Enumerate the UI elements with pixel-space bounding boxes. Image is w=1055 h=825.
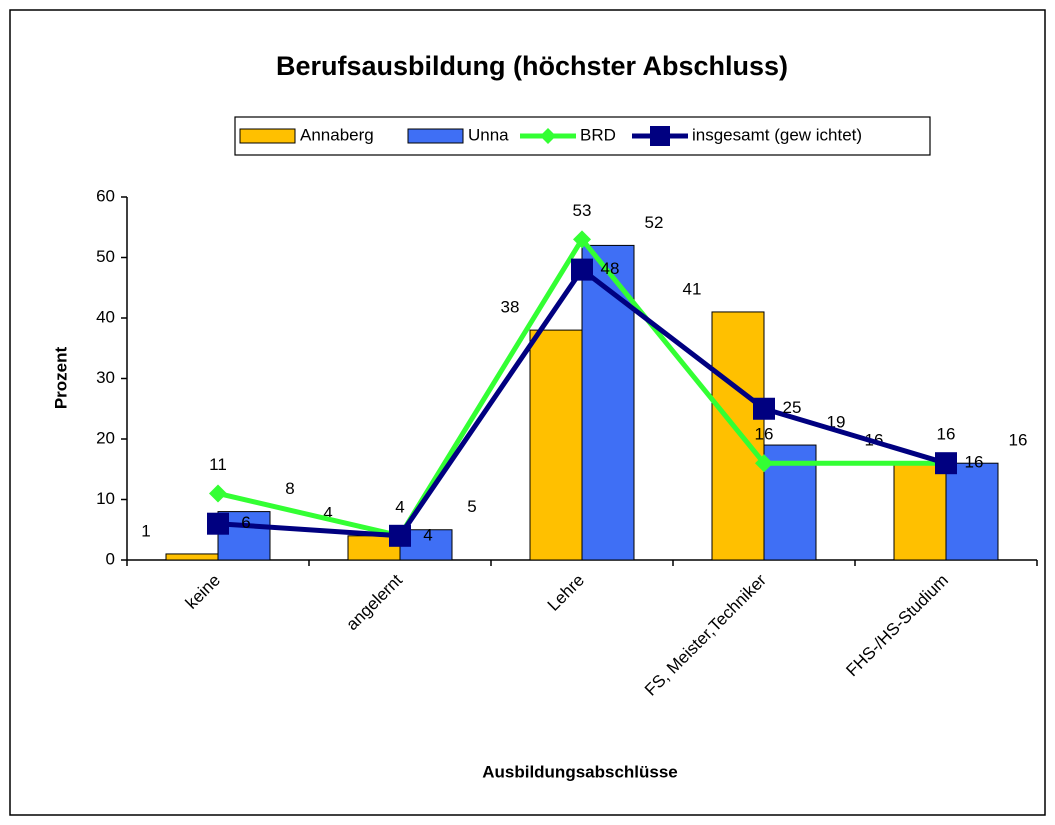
legend-marker <box>650 126 670 146</box>
legend-marker <box>540 128 556 144</box>
marker <box>207 512 229 535</box>
legend-label: BRD <box>580 125 616 144</box>
bar <box>945 462 999 561</box>
marker <box>935 452 957 475</box>
marker <box>389 524 411 547</box>
legend-box <box>234 116 931 156</box>
y-tick-label: 60 <box>96 186 115 205</box>
marker <box>755 454 773 473</box>
legend-label: Annaberg <box>300 125 374 144</box>
data-label: 4 <box>323 503 332 522</box>
y-tick-label: 40 <box>96 307 115 326</box>
bar <box>581 244 635 561</box>
data-label: 25 <box>783 398 802 417</box>
marker <box>571 258 593 281</box>
data-label: 1 <box>141 521 150 540</box>
data-label: 16 <box>965 453 984 472</box>
bar <box>893 462 947 561</box>
marker <box>209 484 227 503</box>
legend-label: Unna <box>468 125 509 144</box>
data-label: 16 <box>755 425 774 444</box>
data-label: 53 <box>573 201 592 220</box>
data-label: 6 <box>241 513 250 532</box>
legend-swatch <box>239 128 296 144</box>
y-axis-label: Prozent <box>51 346 70 409</box>
data-label: 4 <box>423 525 432 544</box>
bar <box>165 553 219 561</box>
bar <box>711 311 765 561</box>
y-tick-label: 30 <box>96 368 115 387</box>
y-tick-label: 20 <box>96 428 115 447</box>
data-label: 48 <box>601 259 620 278</box>
y-tick-label: 50 <box>96 247 115 266</box>
data-label: 5 <box>467 497 476 516</box>
marker <box>753 397 775 420</box>
data-label: 16 <box>937 425 956 444</box>
data-label: 38 <box>501 298 520 317</box>
data-label: 16 <box>1009 431 1028 450</box>
data-label: 4 <box>395 497 404 516</box>
y-tick-label: 10 <box>96 489 115 508</box>
data-label: 41 <box>683 279 702 298</box>
chart-title: Berufsausbildung (höchster Abschluss) <box>276 51 788 81</box>
legend-swatch <box>407 128 464 144</box>
data-label: 11 <box>209 455 227 474</box>
legend-label: insgesamt (gew ichtet) <box>692 125 862 144</box>
x-axis-label: Ausbildungsabschlüsse <box>482 762 678 781</box>
data-label: 52 <box>645 213 664 232</box>
y-tick-label: 0 <box>106 549 115 568</box>
marker <box>573 230 591 249</box>
bar <box>529 329 583 561</box>
data-label: 8 <box>285 479 294 498</box>
